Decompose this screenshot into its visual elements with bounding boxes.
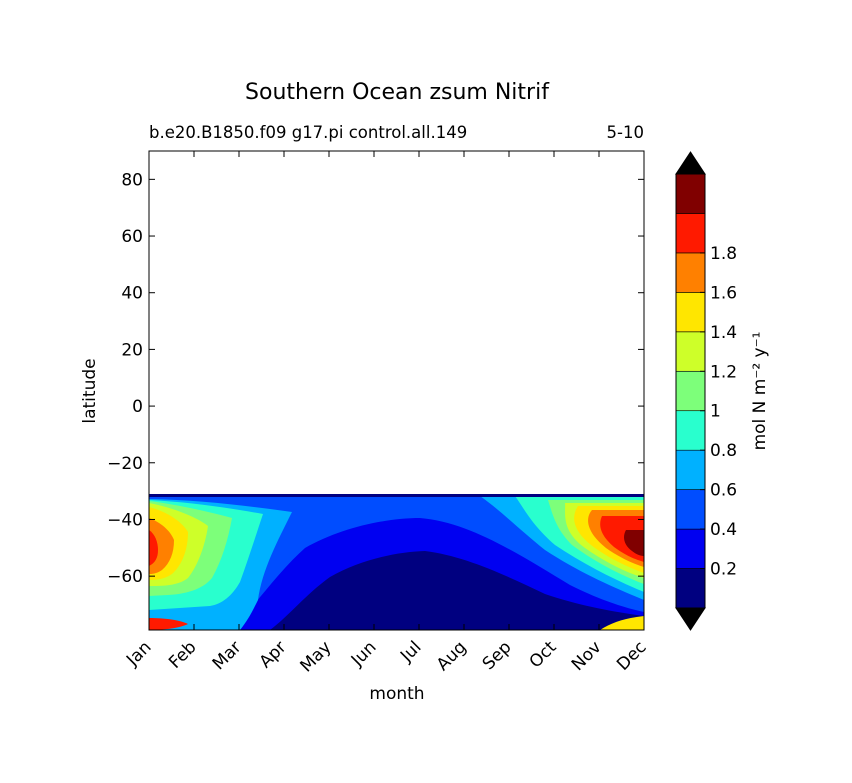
y-tick-label: −20 (107, 454, 143, 474)
contour-field (149, 494, 644, 630)
y-tick-label: 60 (121, 227, 143, 247)
x-tick-label: Oct (526, 637, 561, 672)
colorbar-segment (675, 568, 706, 609)
colorbar-tick-label: 1.4 (710, 323, 737, 343)
y-tick-label: 80 (121, 170, 143, 190)
coastal-band-right (600, 616, 644, 630)
data-north-boundary (149, 494, 644, 497)
y-axis-label: latitude (80, 358, 100, 423)
colorbar-tick-label: 0.8 (710, 441, 737, 461)
x-tick-label: Apr (256, 637, 291, 672)
x-axis-label: month (369, 684, 424, 704)
chart-title: Southern Ocean zsum Nitrif (245, 80, 550, 105)
colorbar-tick-label: 0.4 (710, 520, 737, 540)
band-0.0-0.2 (270, 551, 644, 630)
colorbar-segment (675, 252, 706, 293)
x-tick-label: Dec (613, 637, 650, 674)
plot-frame (148, 150, 645, 631)
colorbar-over-arrow (675, 151, 706, 175)
colorbar-tick-label: 1.6 (710, 283, 737, 303)
colorbar-segment (675, 528, 706, 569)
y-tick-label: 0 (132, 397, 143, 417)
colorbar-tick-label: 1.2 (710, 362, 737, 382)
band-above-2.0-right (624, 530, 644, 556)
band-1.8-2.0-left (149, 530, 158, 566)
colorbar-tick-label: 1 (710, 402, 721, 422)
colorbar-segment (675, 410, 706, 451)
x-tick-label: Sep (479, 637, 516, 674)
x-tick-label: Jun (347, 637, 381, 671)
colorbar-segment (675, 489, 706, 530)
colorbar-segment (675, 449, 706, 490)
y-tick-label: 40 (121, 284, 143, 304)
coastal-band-left (149, 618, 188, 630)
colorbar-under-arrow (675, 607, 706, 631)
y-axis: 80 60 40 20 0 −20 −40 −60 (107, 170, 644, 587)
x-tick-label: Jul (396, 637, 425, 666)
colorbar-segment (675, 213, 706, 254)
x-tick-label: May (297, 637, 336, 676)
colorbar-segment (675, 292, 706, 333)
colorbar-tick-label: 1.8 (710, 244, 737, 264)
x-tick-label: Feb (165, 637, 200, 672)
x-tick-label: Nov (568, 637, 606, 675)
colorbar-frame (675, 173, 706, 609)
y-tick-label: −60 (107, 567, 143, 587)
colorbar-tick-label: 0.6 (710, 481, 737, 501)
y-tick-label: 20 (121, 340, 143, 360)
colorbar-tick-label: 0.2 (710, 560, 737, 580)
colorbar-segment (675, 331, 706, 372)
colorbar-label: mol N m⁻² y⁻¹ (750, 332, 770, 451)
x-tick-label: Jan (122, 637, 155, 670)
y-tick-label: −40 (107, 510, 143, 530)
x-tick-label: Mar (209, 637, 246, 674)
colorbar-segment (675, 370, 706, 412)
x-tick-label: Aug (433, 637, 471, 675)
colorbar: 0.2 0.4 0.6 0.8 1 1.2 1.4 1.6 1.8 (675, 151, 737, 631)
colorbar-segment (675, 173, 706, 214)
chart-subtitle-right: 5-10 (607, 123, 644, 142)
chart-subtitle-left: b.e20.B1850.f09 g17.pi control.all.149 (149, 123, 467, 142)
